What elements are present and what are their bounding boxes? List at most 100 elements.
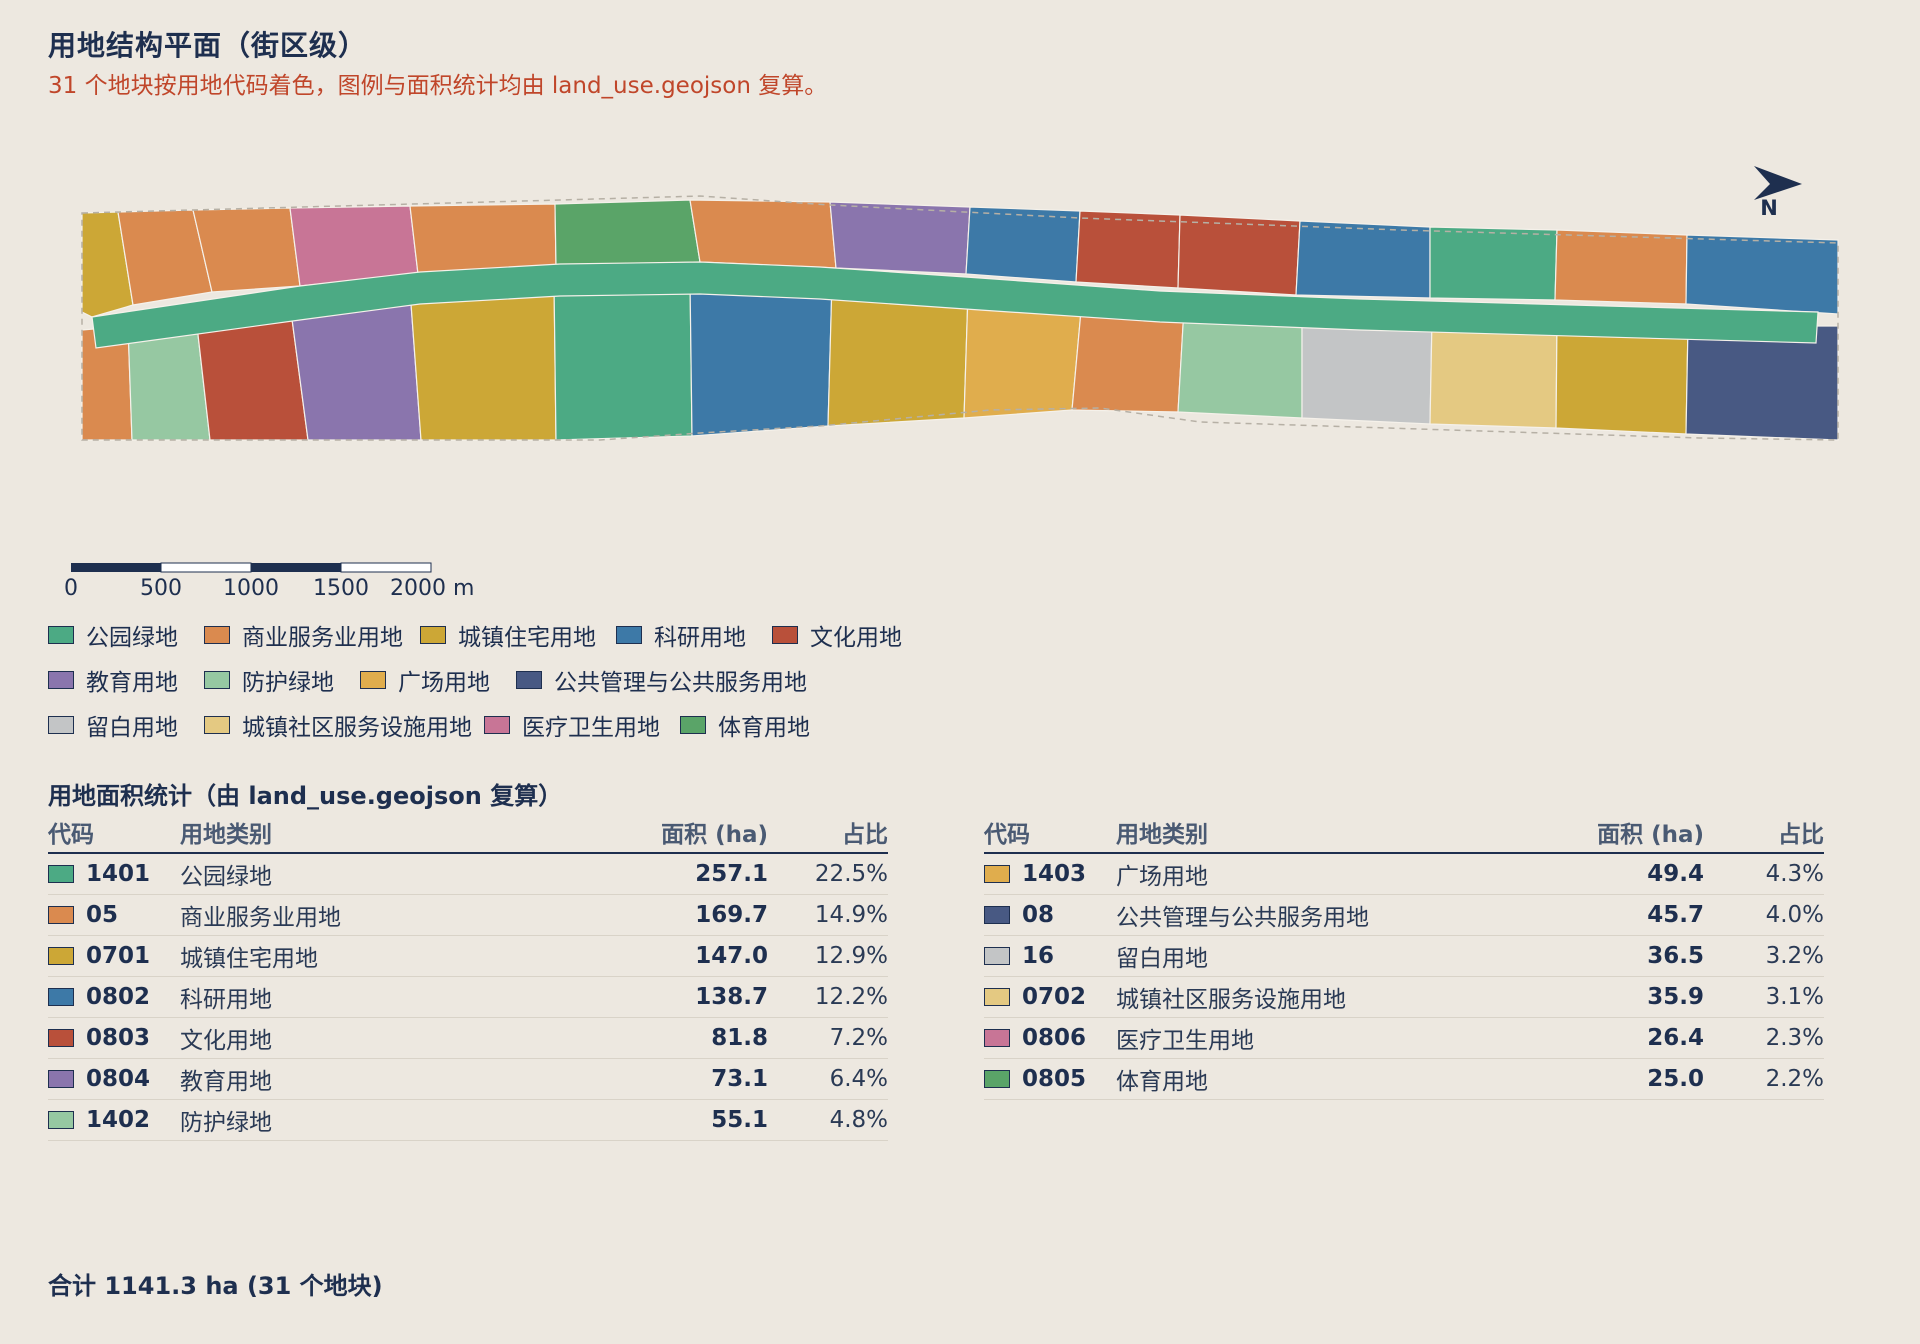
parcel-north-5 (409, 203, 557, 275)
table-row: 0805 体育用地 25.0 2.2% (984, 1059, 1824, 1100)
parcels-south (81, 279, 1839, 441)
cell-code: 0804 (48, 1066, 180, 1092)
cell-pct: 2.2% (1765, 1066, 1824, 1092)
code-value: 0802 (86, 984, 151, 1010)
swatch-icon (204, 625, 230, 644)
legend-label: 公园绿地 (86, 624, 178, 651)
cell-pct: 3.1% (1765, 984, 1824, 1010)
parcel-north-13 (1429, 226, 1558, 301)
swatch-icon (516, 670, 542, 689)
cell-pct: 7.2% (829, 1025, 888, 1051)
central-green-corridor (91, 261, 1819, 349)
table-header: 代码 用地类别 面积 (ha) 占比 (984, 812, 1824, 854)
cell-pct: 4.3% (1765, 861, 1824, 887)
swatch-icon (984, 988, 1010, 1006)
cell-name: 文化用地 (180, 1028, 272, 1054)
scale-tick-label: 1000 (223, 576, 279, 600)
code-value: 0803 (86, 1025, 151, 1051)
cell-pct: 2.3% (1765, 1025, 1824, 1051)
parcel-north-9 (965, 206, 1081, 283)
header-code: 代码 (48, 822, 94, 848)
swatch-icon (420, 625, 446, 644)
swatch-icon (984, 865, 1010, 883)
cell-area: 36.5 (1647, 943, 1704, 969)
cell-area: 138.7 (695, 984, 768, 1010)
scale-bar: 0 500 1000 1500 2000 m (64, 562, 474, 600)
cell-pct: 14.9% (814, 902, 888, 928)
code-value: 1403 (1022, 861, 1087, 887)
legend-label: 广场用地 (398, 669, 490, 696)
legend-label: 公共管理与公共服务用地 (554, 669, 807, 696)
cell-area: 35.9 (1647, 984, 1704, 1010)
header-pct: 占比 (842, 822, 888, 848)
legend-label: 城镇住宅用地 (458, 624, 596, 651)
cell-pct: 12.9% (814, 943, 888, 969)
parcel-south-7 (689, 279, 833, 437)
map-legend: 公园绿地 商业服务业用地 城镇住宅用地 科研用地 文化用地 教育用地 防护绿地 … (48, 612, 1028, 747)
cell-pct: 3.2% (1765, 943, 1824, 969)
swatch-icon (48, 906, 74, 924)
table-row: 0803 文化用地 81.8 7.2% (48, 1018, 888, 1059)
code-value: 1402 (86, 1107, 151, 1133)
legend-item: 公共管理与公共服务用地 (516, 663, 816, 697)
map-subtitle: 31 个地块按用地代码着色，图例与面积统计均由 land_use.geojson… (48, 73, 828, 99)
header-name: 用地类别 (180, 822, 272, 848)
map-title: 用地结构平面（街区级） (48, 29, 368, 62)
parcel-north-8 (829, 201, 971, 275)
swatch-icon (48, 947, 74, 965)
north-arrow-icon (1754, 166, 1802, 200)
scale-tick-label: 500 (140, 576, 182, 600)
swatch-icon (680, 715, 706, 734)
legend-label: 城镇社区服务设施用地 (242, 714, 472, 741)
table-row: 0802 科研用地 138.7 12.2% (48, 977, 888, 1018)
cell-code: 0805 (984, 1066, 1116, 1092)
table-row: 0806 医疗卫生用地 26.4 2.3% (984, 1018, 1824, 1059)
north-label: N (1760, 196, 1778, 220)
cell-name: 公共管理与公共服务用地 (1116, 905, 1369, 931)
legend-label: 体育用地 (718, 714, 810, 741)
scale-tick-label: 0 (64, 576, 78, 600)
legend-row: 教育用地 防护绿地 广场用地 公共管理与公共服务用地 (48, 657, 1028, 702)
swatch-icon (48, 715, 74, 734)
cell-code: 0701 (48, 943, 180, 969)
cell-area: 25.0 (1647, 1066, 1704, 1092)
cell-code: 0803 (48, 1025, 180, 1051)
cell-code: 05 (48, 902, 180, 928)
cell-area: 81.8 (711, 1025, 768, 1051)
swatch-icon (48, 1029, 74, 1047)
cell-name: 医疗卫生用地 (1116, 1028, 1254, 1054)
swatch-icon (360, 670, 386, 689)
legend-item: 城镇社区服务设施用地 (204, 708, 484, 742)
cell-code: 08 (984, 902, 1116, 928)
legend-item: 文化用地 (772, 618, 928, 652)
table-row: 0702 城镇社区服务设施用地 35.9 3.1% (984, 977, 1824, 1018)
legend-item: 商业服务业用地 (204, 618, 420, 652)
parcel-north-15 (1685, 234, 1839, 315)
legend-row: 留白用地 城镇社区服务设施用地 医疗卫生用地 体育用地 (48, 702, 1028, 747)
legend-label: 教育用地 (86, 669, 178, 696)
cell-name: 防护绿地 (180, 1110, 272, 1136)
cell-code: 1403 (984, 861, 1116, 887)
legend-label: 留白用地 (86, 714, 178, 741)
legend-item: 广场用地 (360, 663, 516, 697)
swatch-icon (204, 715, 230, 734)
cell-code: 16 (984, 943, 1116, 969)
land-use-map (81, 195, 1839, 441)
parcel-north-7 (689, 199, 837, 269)
table-row: 16 留白用地 36.5 3.2% (984, 936, 1824, 977)
swatch-icon (984, 1029, 1010, 1047)
swatch-icon (48, 1111, 74, 1129)
parcel-south-13 (1429, 319, 1558, 429)
cell-pct: 4.0% (1765, 902, 1824, 928)
legend-item: 医疗卫生用地 (484, 708, 680, 742)
legend-item: 科研用地 (616, 618, 772, 652)
stats-title: 用地面积统计（由 land_use.geojson 复算） (48, 782, 563, 810)
cell-pct: 12.2% (814, 984, 888, 1010)
stats-table-left: 代码 用地类别 面积 (ha) 占比 1401 公园绿地 257.1 22.5% 05 商… (48, 812, 888, 1141)
cell-area: 45.7 (1647, 902, 1704, 928)
parcel-south-5 (409, 281, 557, 441)
legend-label: 商业服务业用地 (242, 624, 403, 651)
cell-pct: 22.5% (814, 861, 888, 887)
parcel-north-1 (81, 211, 134, 318)
code-value: 0702 (1022, 984, 1087, 1010)
